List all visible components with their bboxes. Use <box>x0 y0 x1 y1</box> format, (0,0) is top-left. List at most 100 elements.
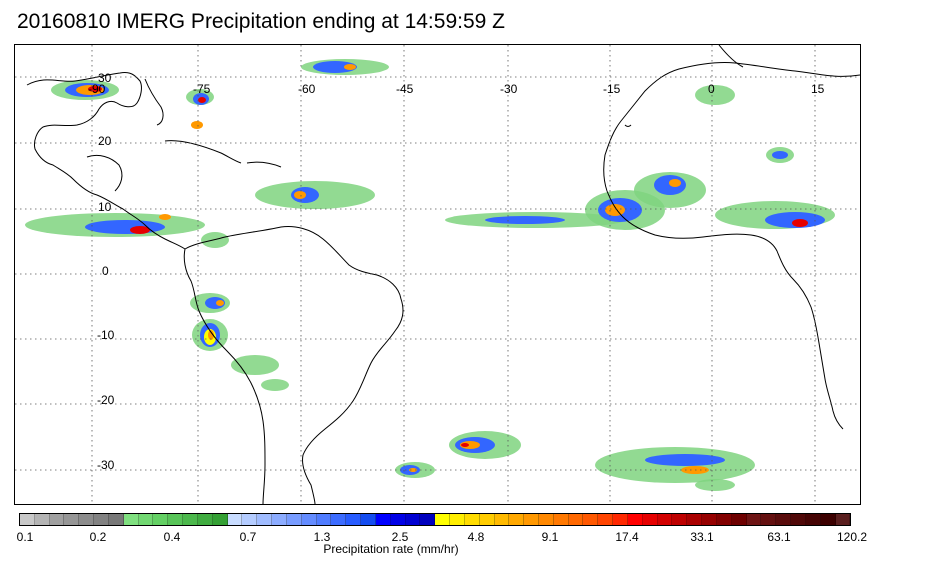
colorbar-tick-label: 4.8 <box>467 530 485 544</box>
precip-cell <box>605 204 625 216</box>
longitude-label: 0 <box>708 82 715 96</box>
colorbar-swatch <box>627 514 643 525</box>
precip-cell <box>409 468 417 472</box>
colorbar-swatch <box>805 514 821 525</box>
precipitation-layer <box>25 59 835 491</box>
colorbar-swatch <box>20 514 35 525</box>
colorbar-swatch <box>538 514 554 525</box>
colorbar-swatch <box>791 514 806 525</box>
colorbar-tick-label: 0.1 <box>16 530 34 544</box>
colorbar-swatch <box>272 514 287 525</box>
colorbar-tick-label: 17.4 <box>615 530 639 544</box>
precip-cell <box>159 214 171 220</box>
colorbar-swatch <box>301 514 317 525</box>
precip-cell <box>485 216 565 224</box>
colorbar-title: Precipitation rate (mm/hr) <box>323 542 459 556</box>
colorbar-tick-label: 2.5 <box>391 530 409 544</box>
colorbar-swatch <box>138 514 154 525</box>
longitude-label: -30 <box>500 82 518 96</box>
colorbar-swatch <box>672 514 688 525</box>
colorbar-swatch <box>212 514 228 525</box>
precip-cell <box>294 191 306 199</box>
longitude-label: -15 <box>603 82 621 96</box>
longitude-label: -45 <box>396 82 414 96</box>
colorbar-tick-label: 1.3 <box>313 530 331 544</box>
precip-cell <box>216 300 224 306</box>
longitude-label: -60 <box>298 82 316 96</box>
precip-cell <box>191 121 203 129</box>
colorbar-swatch <box>375 514 391 525</box>
coast-europe <box>718 45 744 68</box>
colorbar-swatch <box>761 514 777 525</box>
colorbar-swatch <box>479 514 495 525</box>
colorbar-swatch <box>390 514 406 525</box>
precip-cell <box>792 219 808 227</box>
colorbar-swatch <box>346 514 362 525</box>
precip-cell <box>344 64 356 70</box>
map-canvas: -90 -75 -60 -45 -30 -15 0 15 30 20 10 0 -10 -20 -30 <box>15 45 860 504</box>
colorbar-swatch <box>286 514 302 525</box>
colorbar-tick-label: 0.2 <box>89 530 107 544</box>
coastline-layer <box>26 45 860 504</box>
colorbar-swatch <box>746 514 762 525</box>
colorbar-tick-label: 120.2 <box>836 530 868 544</box>
colorbar-swatch <box>94 514 109 525</box>
precip-cell <box>695 85 735 105</box>
colorbar-swatch <box>257 514 273 525</box>
colorbar-swatch <box>464 514 480 525</box>
colorbar-tick-label: 63.1 <box>767 530 791 544</box>
colorbar-swatch <box>642 514 658 525</box>
precip-cell <box>645 454 725 466</box>
coast-florida <box>144 78 164 126</box>
latitude-label: -20 <box>97 393 115 407</box>
colorbar-swatch <box>108 514 124 525</box>
colorbar-swatch <box>835 514 851 525</box>
colorbar-swatch <box>227 514 243 525</box>
colorbar-swatch <box>316 514 332 525</box>
precip-cell <box>669 179 681 187</box>
colorbar-swatch <box>553 514 569 525</box>
colorbar-swatch <box>64 514 80 525</box>
grid-labels: -90 -75 -60 -45 -30 -15 0 15 30 20 10 0 -10 -20 -30 <box>88 71 825 472</box>
longitude-label: 15 <box>811 82 825 96</box>
colorbar-swatch <box>776 514 792 525</box>
latitude-label: 0 <box>102 264 109 278</box>
coast-south-america-west <box>183 248 266 504</box>
coast-north-america <box>26 72 186 250</box>
colorbar-swatch <box>702 514 717 525</box>
precip-cell <box>198 97 206 103</box>
precip-cell <box>88 86 102 92</box>
colorbar-swatch <box>494 514 510 525</box>
colorbar-swatch <box>331 514 347 525</box>
colorbar-swatch <box>583 514 599 525</box>
colorbar-tick-label: 0.4 <box>163 530 181 544</box>
coast-south-america <box>184 226 404 504</box>
precip-cell <box>208 330 214 340</box>
gridlines <box>15 45 860 504</box>
colorbar-swatch <box>49 514 65 525</box>
precip-cell <box>231 355 279 375</box>
colorbar-swatch <box>687 514 703 525</box>
colorbar-swatch <box>34 514 50 525</box>
colorbar-swatch <box>568 514 584 525</box>
precip-cell <box>695 479 735 491</box>
latitude-label: 10 <box>98 200 112 214</box>
coast-hispaniola <box>246 161 282 168</box>
coast-yucatan <box>86 154 123 192</box>
precip-cell <box>130 226 150 234</box>
colorbar-swatch <box>524 514 539 525</box>
colorbar-swatch <box>242 514 258 525</box>
precip-cell <box>313 61 357 73</box>
latitude-label: -10 <box>97 328 115 342</box>
colorbar-tick-label: 0.7 <box>239 530 257 544</box>
colorbar-swatch <box>716 514 732 525</box>
colorbar-swatch <box>613 514 628 525</box>
colorbar-swatch <box>361 514 376 525</box>
colorbar-tick-label: 33.1 <box>690 530 714 544</box>
precip-cell <box>772 151 788 159</box>
precipitation-colorbar <box>19 513 851 526</box>
precipitation-map: -90 -75 -60 -45 -30 -15 0 15 30 20 10 0 -10 -20 -30 <box>14 44 861 505</box>
precip-cell <box>261 379 289 391</box>
latitude-label: 30 <box>98 71 112 85</box>
colorbar-swatch <box>820 514 836 525</box>
